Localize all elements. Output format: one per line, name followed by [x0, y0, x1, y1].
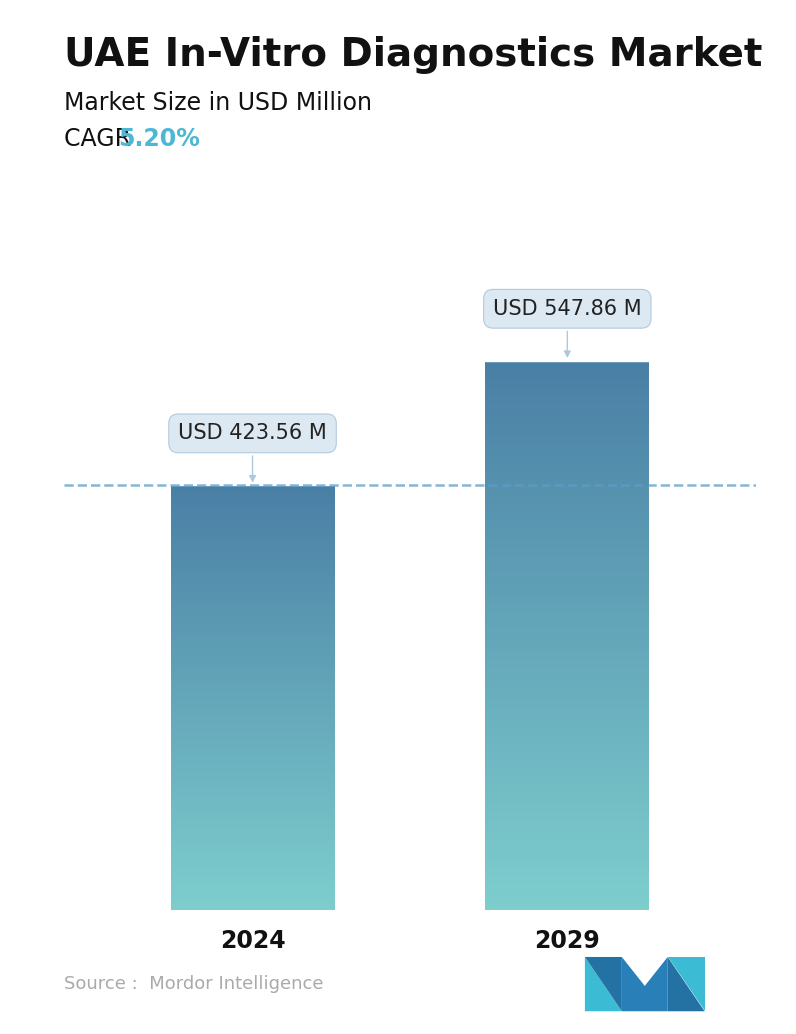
Polygon shape — [585, 957, 622, 1011]
Polygon shape — [585, 957, 622, 1011]
Text: UAE In-Vitro Diagnostics Market: UAE In-Vitro Diagnostics Market — [64, 36, 762, 74]
Polygon shape — [668, 957, 704, 1011]
Text: USD 423.56 M: USD 423.56 M — [178, 423, 327, 481]
Polygon shape — [622, 957, 668, 1011]
Text: Market Size in USD Million: Market Size in USD Million — [64, 91, 372, 115]
Text: USD 547.86 M: USD 547.86 M — [493, 299, 642, 357]
Text: CAGR: CAGR — [64, 127, 139, 151]
Text: 5.20%: 5.20% — [118, 127, 200, 151]
Text: Source :  Mordor Intelligence: Source : Mordor Intelligence — [64, 975, 323, 994]
Polygon shape — [668, 957, 704, 1011]
